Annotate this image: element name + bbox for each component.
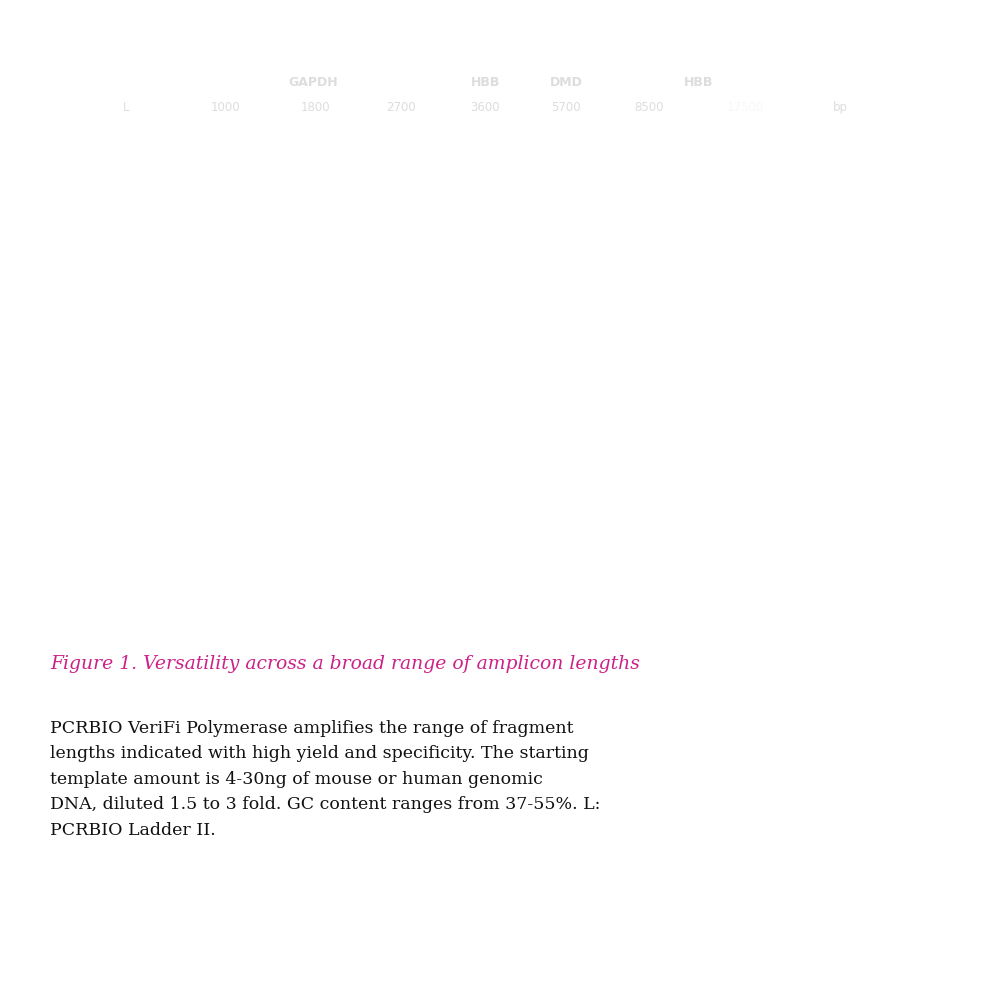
Ellipse shape (108, 429, 145, 433)
Text: HBB: HBB (684, 76, 714, 89)
Ellipse shape (196, 369, 255, 377)
Ellipse shape (362, 255, 436, 286)
Ellipse shape (108, 216, 145, 221)
Ellipse shape (108, 369, 145, 376)
Ellipse shape (105, 424, 148, 438)
Ellipse shape (108, 166, 145, 170)
Ellipse shape (105, 286, 148, 304)
Ellipse shape (108, 345, 145, 349)
Ellipse shape (105, 159, 148, 178)
Ellipse shape (108, 245, 145, 250)
Ellipse shape (105, 398, 148, 413)
Ellipse shape (108, 293, 145, 297)
Text: 17500: 17500 (726, 101, 763, 114)
Ellipse shape (108, 191, 145, 195)
Ellipse shape (708, 87, 782, 188)
Ellipse shape (540, 204, 592, 212)
Ellipse shape (719, 127, 771, 147)
Text: Figure 1. Versatility across a broad range of amplicon lengths: Figure 1. Versatility across a broad ran… (50, 655, 640, 673)
Text: 5700: 5700 (551, 101, 581, 114)
Ellipse shape (283, 299, 344, 325)
Ellipse shape (448, 221, 521, 253)
Ellipse shape (105, 339, 148, 355)
Ellipse shape (105, 314, 148, 330)
Ellipse shape (190, 357, 261, 389)
Ellipse shape (373, 268, 425, 274)
Text: L: L (123, 101, 130, 114)
Ellipse shape (169, 347, 282, 398)
Text: 2700: 2700 (386, 101, 416, 114)
Text: 8500: 8500 (634, 101, 663, 114)
Ellipse shape (105, 127, 148, 151)
Ellipse shape (108, 136, 145, 142)
Text: 1800: 1800 (301, 101, 330, 114)
Ellipse shape (288, 309, 340, 315)
Ellipse shape (622, 163, 675, 179)
Ellipse shape (101, 235, 152, 261)
Ellipse shape (618, 136, 679, 206)
Ellipse shape (105, 262, 148, 279)
Ellipse shape (105, 237, 148, 258)
Ellipse shape (369, 258, 430, 284)
Ellipse shape (105, 184, 148, 202)
Ellipse shape (559, 175, 588, 179)
Ellipse shape (529, 187, 602, 229)
Text: bp: bp (833, 101, 848, 114)
Ellipse shape (108, 269, 145, 273)
Ellipse shape (108, 320, 145, 324)
Ellipse shape (92, 350, 161, 396)
Ellipse shape (105, 210, 148, 227)
Ellipse shape (101, 355, 152, 390)
Ellipse shape (612, 129, 685, 213)
Ellipse shape (459, 234, 511, 240)
Text: HBB: HBB (470, 76, 500, 89)
Ellipse shape (183, 354, 268, 392)
Text: 3600: 3600 (470, 101, 500, 114)
Ellipse shape (277, 296, 350, 328)
Ellipse shape (92, 230, 161, 265)
Text: DMD: DMD (550, 76, 583, 89)
Ellipse shape (535, 191, 596, 226)
Ellipse shape (108, 404, 145, 407)
Ellipse shape (454, 224, 515, 250)
Text: 1000: 1000 (211, 101, 240, 114)
Text: PCRBIO VeriFi Polymerase amplifies the range of fragment
lengths indicated with : PCRBIO VeriFi Polymerase amplifies the r… (50, 720, 600, 839)
Ellipse shape (714, 95, 775, 179)
Text: GAPDH: GAPDH (288, 76, 338, 89)
Ellipse shape (105, 358, 148, 387)
